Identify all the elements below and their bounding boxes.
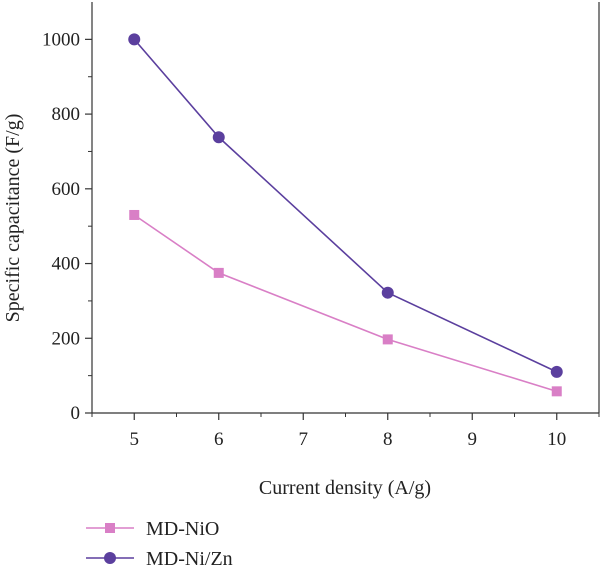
y-tick-label: 1000 — [42, 29, 80, 50]
x-tick-label: 9 — [468, 429, 478, 450]
x-tick-label: 5 — [130, 429, 140, 450]
legend-item: MD-NiO — [86, 518, 219, 540]
data-point — [129, 209, 140, 220]
plot-axes — [91, 2, 600, 414]
legend-label: MD-Ni/Zn — [146, 548, 233, 570]
x-tick-label: 7 — [299, 429, 309, 450]
y-tick-label: 0 — [71, 403, 81, 424]
data-point — [551, 386, 562, 397]
data-point — [128, 33, 141, 46]
axis-ticks: 0 200 400 600 800 1000 5 6 7 8 9 10 — [42, 29, 600, 450]
y-tick-label: 400 — [52, 254, 81, 275]
x-tick-label: 10 — [547, 429, 566, 450]
legend-item: MD-Ni/Zn — [86, 548, 233, 570]
y-axis-title: Specific capacitance (F/g) — [2, 114, 24, 323]
legend-label: MD-NiO — [146, 518, 219, 540]
x-axis-title: Current density (A/g) — [259, 477, 431, 499]
series-layer — [128, 33, 563, 397]
data-point — [212, 131, 225, 144]
x-tick-label: 8 — [383, 429, 393, 450]
legend: MD-NiO MD-Ni/Zn — [86, 518, 233, 570]
x-tick-label: 6 — [214, 429, 224, 450]
y-tick-label: 800 — [52, 104, 81, 125]
data-point — [382, 334, 393, 345]
data-point — [550, 365, 563, 378]
legend-marker — [105, 523, 115, 533]
data-point — [381, 286, 394, 299]
y-tick-label: 600 — [52, 179, 81, 200]
series-1 — [129, 209, 562, 397]
series-line — [133, 38, 558, 373]
legend-marker — [104, 552, 116, 564]
data-point — [213, 267, 224, 278]
y-tick-label: 200 — [52, 328, 81, 349]
series-2 — [128, 33, 563, 378]
series-line — [133, 214, 557, 393]
